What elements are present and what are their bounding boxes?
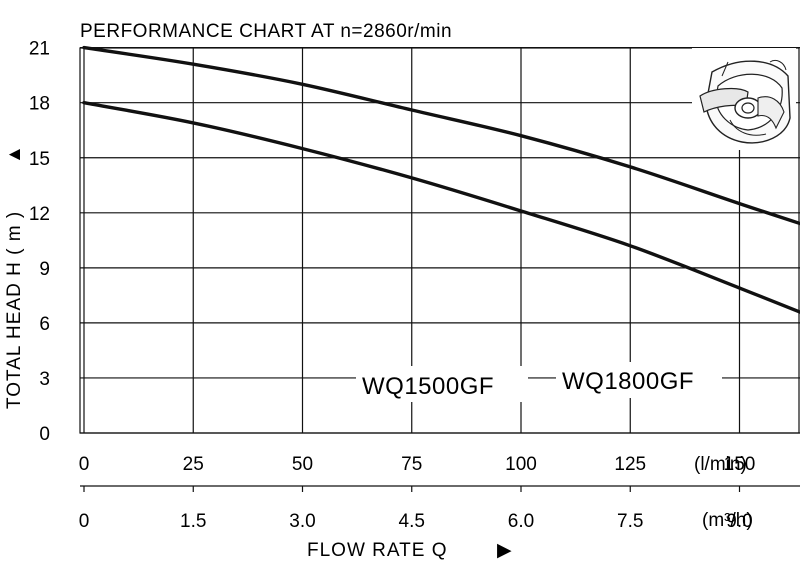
y-axis-label: TOTAL HEAD H ( m ) [4,211,25,409]
y-axis-arrow: ▲ [4,144,25,164]
y-tick-labels: 0 3 6 9 12 15 18 21 [29,39,50,445]
series-label-wq1800gf: WQ1800GF [562,368,694,395]
x-tick-label-m3h: 4.5 [399,511,425,532]
series-label-bg-wq1800gf [556,362,722,398]
x-axis-label: FLOW RATE Q [307,540,447,561]
y-tick-label: 21 [29,39,50,60]
series-label-wq1500gf: WQ1500GF [362,373,494,400]
pump-impeller-icon [692,48,796,150]
x-unit-m3h: (m³/h) [702,510,753,531]
x-tick-label-lmin: 0 [79,454,90,475]
series-label-bg-wq1500gf [356,366,528,402]
y-tick-label: 6 [39,314,50,335]
y-tick-label: 3 [39,369,50,390]
y-tick-label: 0 [39,424,50,445]
x-tick-label-m3h: 1.5 [180,511,206,532]
y-tick-label: 9 [39,259,50,280]
x-tick-label-m3h: 9.0 [726,511,752,532]
x-tick-label-lmin: 25 [183,454,204,475]
x-tick-label-m3h: 6.0 [508,511,534,532]
x-unit-lmin: (l/min) [694,454,747,475]
x-tick-label-lmin: 50 [292,454,313,475]
curves [82,45,800,314]
x-tick-label-m3h: 3.0 [289,511,315,532]
x-tick-labels-lmin: 0255075100125150175200225250 [79,454,756,475]
grid [79,47,800,434]
y-tick-label: 18 [29,94,50,115]
chart-title: PERFORMANCE CHART AT n=2860r/min [80,21,452,42]
curve-wq1800gf [82,45,800,226]
y-tick-label: 12 [29,204,50,225]
x-tick-label-lmin: 75 [401,454,422,475]
x-tick-labels-m3h: 01.53.04.56.07.59.010.512.013.515.0 [79,486,753,532]
y-tick-label: 15 [29,149,50,170]
x-tick-label-m3h: 0 [79,511,90,532]
curve-wq1500gf [82,101,800,314]
x-tick-label-lmin: 125 [614,454,646,475]
x-tick-label-lmin: 100 [505,454,537,475]
x-tick-label-lmin: 150 [724,454,756,475]
x-tick-label-m3h: 7.5 [617,511,643,532]
x-axis-arrow: ▶ [497,540,513,561]
